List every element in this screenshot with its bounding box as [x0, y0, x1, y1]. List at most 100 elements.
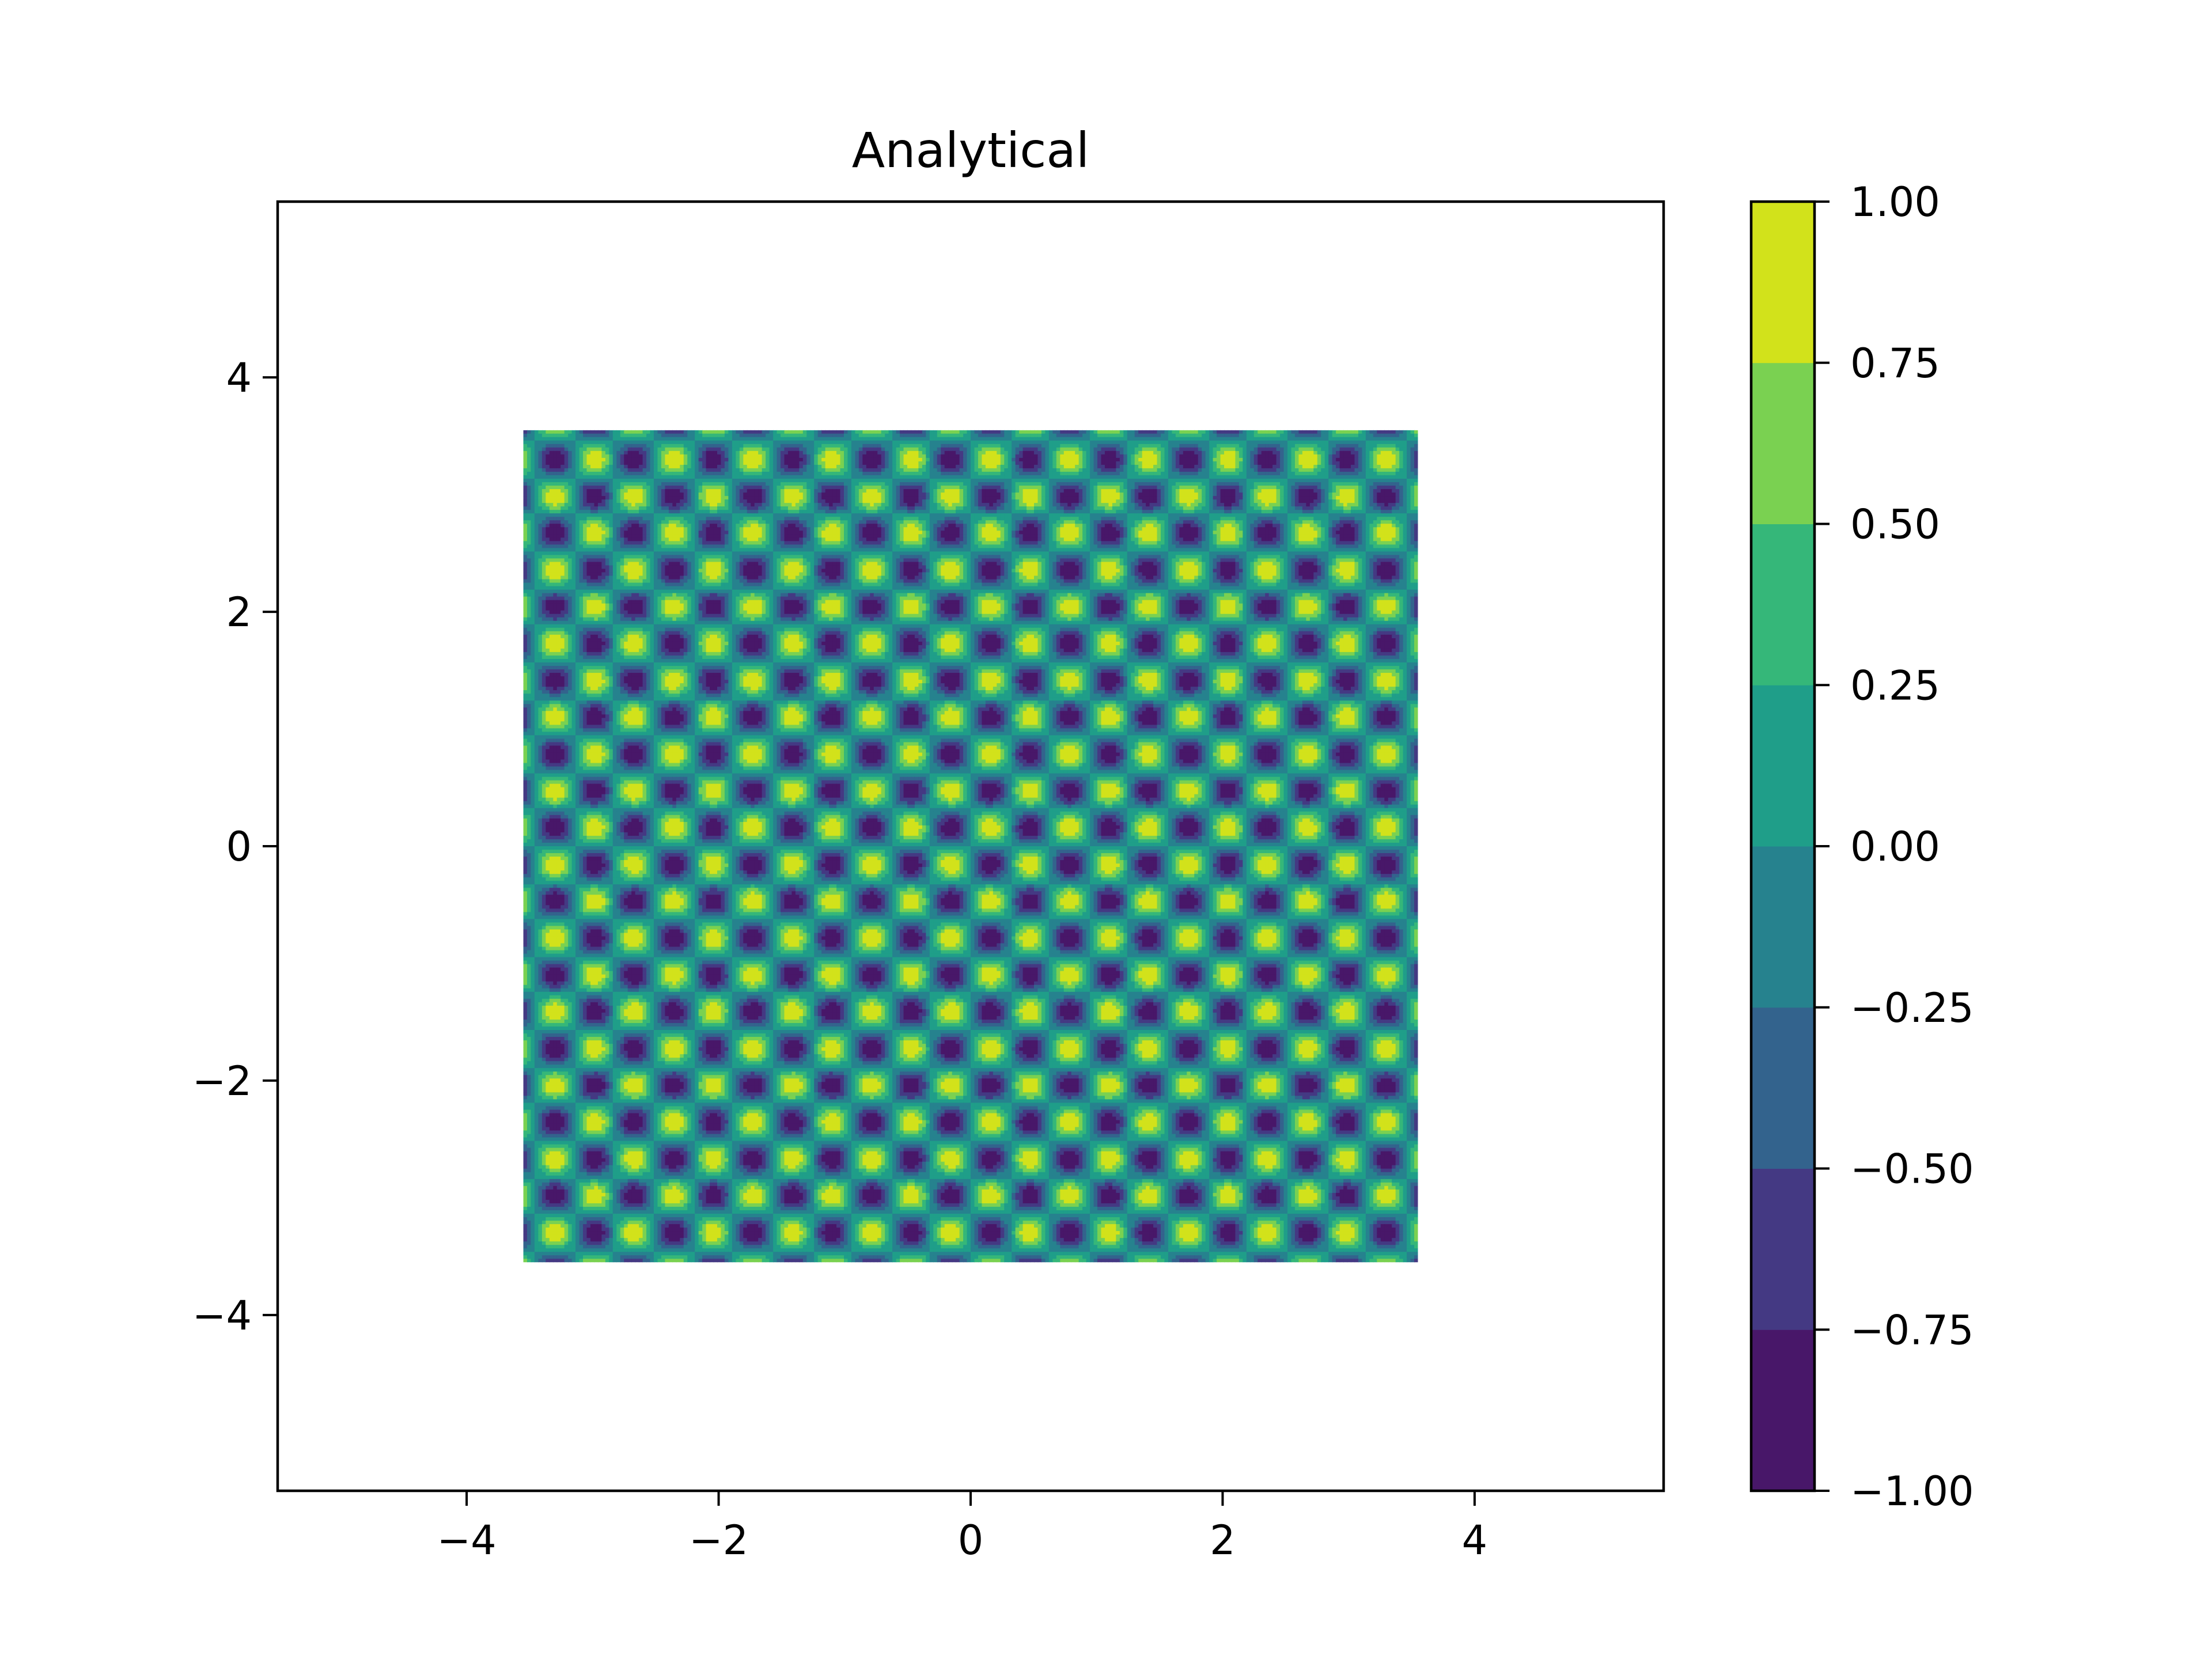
heatmap-cell — [1306, 448, 1310, 452]
heatmap-cell — [810, 444, 815, 448]
heatmap-cell — [930, 437, 934, 441]
heatmap-cell — [1146, 448, 1150, 452]
heatmap-cell — [1183, 448, 1187, 452]
heatmap-cell — [594, 430, 598, 434]
heatmap-cell — [803, 430, 807, 434]
heatmap-cell — [1049, 441, 1053, 445]
heatmap-cell — [1328, 448, 1332, 452]
heatmap-cell — [1340, 448, 1344, 452]
heatmap-cell — [1239, 451, 1243, 455]
heatmap-cell — [892, 430, 896, 434]
heatmap-cell — [628, 437, 632, 441]
heatmap-cell — [877, 448, 881, 452]
heatmap-cell — [1302, 430, 1306, 434]
heatmap-cell — [616, 430, 620, 434]
heatmap-cell — [1056, 434, 1060, 438]
heatmap-cell — [1090, 444, 1094, 448]
heatmap-cell — [1369, 434, 1373, 438]
heatmap-cell — [1403, 454, 1407, 459]
heatmap-cell — [1176, 441, 1180, 445]
heatmap-cell — [851, 430, 855, 434]
heatmap-cell — [1381, 454, 1385, 459]
heatmap-cell — [1037, 454, 1041, 459]
heatmap-cell — [1340, 454, 1344, 459]
heatmap-cell — [900, 458, 904, 462]
heatmap-cell — [885, 458, 889, 462]
heatmap-cell — [1198, 441, 1202, 445]
heatmap-cell — [993, 454, 997, 459]
heatmap-cell — [791, 430, 796, 434]
heatmap-cell — [1206, 451, 1210, 455]
heatmap-cell — [1176, 451, 1180, 455]
heatmap-cell — [788, 430, 792, 434]
heatmap-cell — [1090, 461, 1094, 465]
heatmap-cell — [791, 454, 796, 459]
heatmap-cell — [1213, 451, 1217, 455]
heatmap-cell — [978, 454, 982, 459]
heatmap-cell — [889, 465, 893, 469]
heatmap-cell — [791, 437, 796, 441]
heatmap-cell — [937, 451, 941, 455]
heatmap-cell — [1168, 441, 1172, 445]
heatmap-cell — [635, 434, 639, 438]
heatmap-cell — [1358, 434, 1362, 438]
heatmap-cell — [650, 441, 654, 445]
heatmap-cell — [710, 434, 714, 438]
heatmap-cell — [956, 458, 960, 462]
heatmap-cell — [575, 461, 579, 465]
heatmap-cell — [810, 454, 815, 459]
heatmap-cell — [714, 465, 718, 469]
heatmap-cell — [1082, 448, 1086, 452]
heatmap-cell — [1157, 458, 1161, 462]
heatmap-cell — [1340, 437, 1344, 441]
heatmap-cell — [1325, 430, 1329, 434]
heatmap-cell — [1120, 448, 1124, 452]
heatmap-cell — [1168, 448, 1172, 452]
heatmap-cell — [1254, 441, 1258, 445]
heatmap-cell — [1373, 437, 1377, 441]
heatmap-cell — [1001, 437, 1005, 441]
heatmap-cell — [900, 430, 904, 434]
heatmap-cell — [1347, 458, 1351, 462]
heatmap-cell — [531, 437, 535, 441]
heatmap-cell — [847, 430, 851, 434]
heatmap-cell — [1321, 454, 1325, 459]
heatmap-cell — [1008, 448, 1012, 452]
heatmap-cell — [930, 465, 934, 469]
heatmap-cell — [971, 451, 975, 455]
heatmap-cell — [907, 430, 911, 434]
heatmap-cell — [542, 434, 546, 438]
heatmap-cell — [784, 430, 788, 434]
heatmap-cell — [862, 434, 866, 438]
heatmap-cell — [1135, 448, 1139, 452]
heatmap-cell — [941, 444, 945, 448]
heatmap-cell — [1358, 458, 1362, 462]
heatmap-cell — [1306, 444, 1310, 448]
heatmap-cell — [575, 465, 579, 469]
heatmap-cell — [542, 451, 546, 455]
heatmap-cell — [583, 451, 587, 455]
heatmap-cell — [1332, 437, 1336, 441]
heatmap-cell — [687, 454, 691, 459]
heatmap-cell — [781, 441, 785, 445]
heatmap-cell — [836, 465, 840, 469]
heatmap-cell — [1209, 454, 1213, 459]
heatmap-cell — [1332, 444, 1336, 448]
heatmap-cell — [896, 430, 900, 434]
heatmap-cell — [1075, 444, 1079, 448]
heatmap-cell — [1213, 448, 1217, 452]
heatmap-cell — [791, 465, 796, 469]
heatmap-cell — [1332, 451, 1336, 455]
heatmap-cell — [758, 444, 762, 448]
heatmap-cell — [1008, 461, 1012, 465]
heatmap-cell — [535, 437, 539, 441]
heatmap-cell — [680, 448, 684, 452]
heatmap-cell — [1031, 448, 1035, 452]
heatmap-cell — [1358, 437, 1362, 441]
heatmap-cell — [911, 465, 915, 469]
heatmap-cell — [1373, 444, 1377, 448]
heatmap-cell — [1362, 451, 1366, 455]
heatmap-cell — [963, 434, 967, 438]
heatmap-cell — [631, 461, 635, 465]
heatmap-cell — [1317, 448, 1321, 452]
